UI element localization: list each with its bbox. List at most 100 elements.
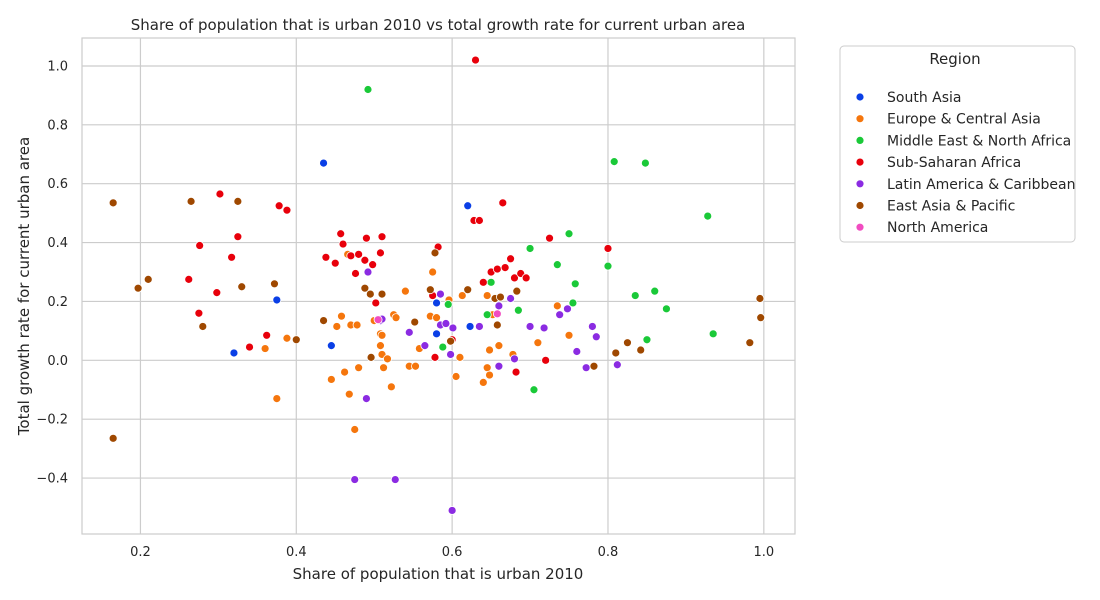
data-point [545,233,554,243]
y-tick-label: 0.8 [47,118,68,133]
data-point [400,286,410,296]
data-point [603,244,613,253]
y-tick-label: 0.2 [47,295,68,310]
y-tick-label: 0.4 [47,236,68,251]
data-point [340,367,350,377]
data-point [552,301,562,311]
data-point [591,332,601,342]
x-tick-label: 0.4 [286,545,307,560]
data-point [478,378,488,387]
x-tick-label: 1.0 [753,545,774,560]
legend-label: East Asia & Pacific [887,199,1015,215]
data-point [390,475,400,484]
x-tick-labels: 0.2 0.4 0.6 0.8 1.0 [130,545,774,560]
plot-area [81,37,796,535]
data-point [521,273,531,283]
data-point [492,309,502,319]
data-point [272,394,282,403]
data-point [500,263,510,273]
data-point [354,363,364,373]
data-point [640,158,650,168]
data-point [708,329,718,339]
data-point [564,229,574,239]
y-tick-label: −0.4 [36,472,68,487]
data-point [650,286,660,296]
data-point [337,311,346,321]
data-point [564,330,574,340]
data-point [282,205,292,215]
data-point [441,319,451,328]
data-point [745,338,755,348]
data-point [233,196,243,206]
data-point [184,274,194,284]
legend-marker [855,135,865,145]
data-point [186,196,196,206]
data-point [475,322,484,331]
data-point [108,198,118,208]
data-point [636,345,646,355]
data-point [471,55,480,65]
data-point [513,305,523,315]
data-point [319,316,328,325]
legend-marker [855,201,865,210]
data-point [570,279,580,289]
data-point [360,283,370,293]
data-point [321,252,331,262]
data-point [363,85,373,94]
data-point [262,330,272,340]
data-point [494,341,504,351]
data-point [351,269,360,278]
data-point [611,348,621,358]
data-point [245,342,254,352]
data-point [194,308,204,318]
data-point [425,285,435,295]
data-point [376,341,385,351]
data-point [319,158,328,168]
data-point [291,335,301,345]
data-point [215,189,225,199]
legend-label: North America [887,220,988,236]
data-point [198,322,208,331]
data-point [494,361,504,371]
x-tick-label: 0.8 [598,545,619,560]
legend-marker [855,92,865,102]
data-point [270,279,279,289]
data-point [326,375,336,384]
x-tick-label: 0.6 [442,545,463,560]
data-point [436,289,445,299]
y-axis-label: Total growth rate for current urban area [15,137,33,436]
legend-label: Latin America & Caribbean [887,177,1076,193]
data-point [482,291,492,300]
data-point [352,320,362,330]
data-point [589,361,599,371]
data-point [465,322,475,331]
data-point [568,298,578,308]
data-point [428,267,438,277]
legend-items: South Asia Europe & Central Asia Middle Ea… [855,90,1076,236]
data-point [330,258,340,268]
data-point [486,277,496,287]
data-point [260,344,270,353]
data-point [420,341,430,351]
data-point [662,304,671,314]
data-point [386,382,396,392]
data-point [443,299,453,309]
data-point [332,322,342,331]
data-point [379,363,388,373]
data-point [195,241,205,250]
data-point [447,506,457,515]
data-point [475,216,484,225]
data-point [411,361,420,371]
legend-label: South Asia [887,90,961,106]
data-point [756,313,766,323]
data-point [373,315,383,325]
legend: Region South Asia Europe & Central Asia Mi… [839,45,1076,243]
data-point [755,294,765,303]
data-point [371,298,381,308]
data-point [212,288,222,298]
data-point [478,277,488,287]
legend-label: Middle East & North Africa [887,133,1071,149]
data-point [432,329,441,339]
data-point [630,291,640,300]
data-point [482,363,492,373]
